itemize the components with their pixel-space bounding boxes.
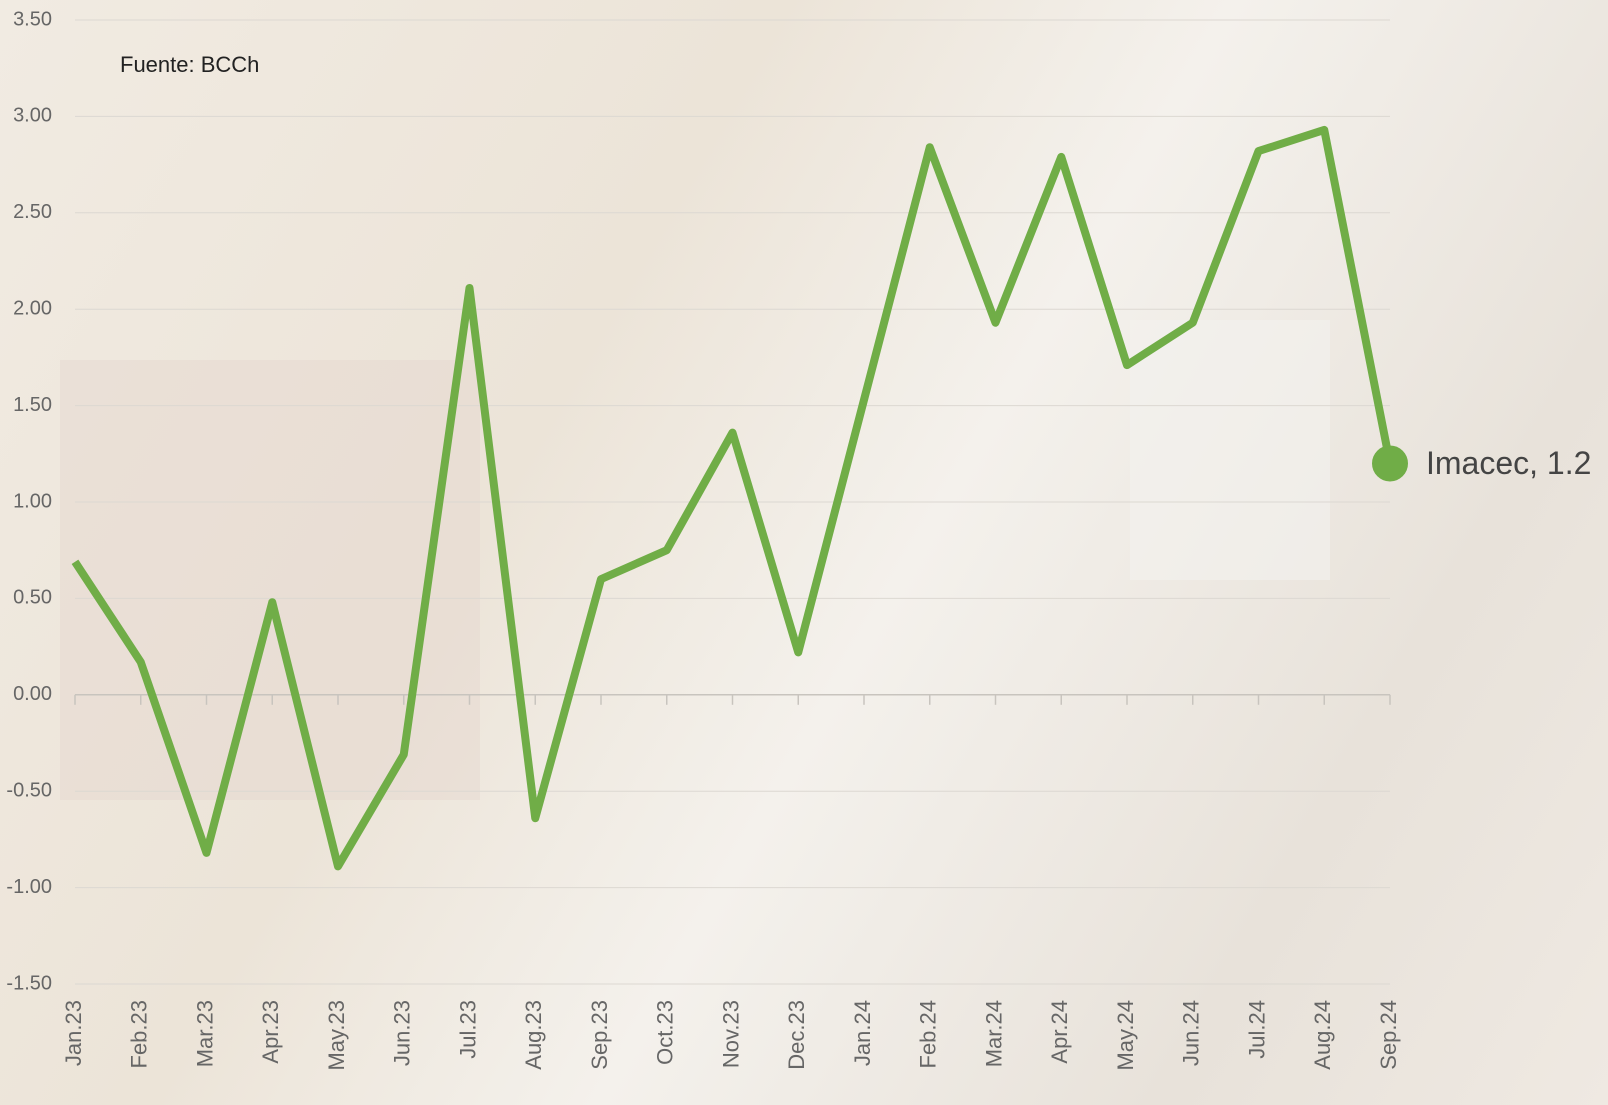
data-line [71, 125, 1394, 871]
y-tick-label: 2.00 [13, 297, 52, 319]
end-marker [1372, 445, 1408, 482]
y-tick-label: 2.50 [13, 201, 52, 223]
x-tick-label: Jul.24 [1244, 1000, 1269, 1059]
x-tick-label: Dec.23 [784, 1000, 809, 1070]
y-tick-label: 3.00 [13, 105, 52, 127]
background-shape [1130, 320, 1330, 580]
y-tick-label: -1.50 [6, 972, 52, 994]
x-tick-label: Apr.24 [1047, 1000, 1072, 1064]
x-tick-label: Oct.23 [653, 1000, 678, 1065]
y-tick-label: 1.00 [13, 490, 52, 512]
x-tick-label: Aug.24 [1310, 1000, 1335, 1070]
x-tick-label: Apr.23 [258, 1000, 283, 1064]
x-tick-label: Jan.24 [850, 1000, 875, 1066]
x-tick-label: Jun.24 [1179, 1000, 1204, 1066]
x-tick-label: Jun.23 [390, 1000, 415, 1066]
x-tick-label: Mar.24 [981, 1000, 1006, 1067]
x-tick-label: Sep.23 [587, 1000, 612, 1070]
x-tick-label: Feb.24 [916, 1000, 941, 1069]
x-tick-label: Jan.23 [61, 1000, 86, 1066]
y-tick-label: -1.00 [6, 876, 52, 898]
y-tick-label: 3.50 [13, 8, 52, 30]
x-tick-label: Jul.23 [455, 1000, 480, 1059]
source: Fuente: BCCh [120, 52, 259, 77]
background-shape [60, 360, 480, 800]
x-tick-label: Sep.24 [1376, 1000, 1401, 1070]
y-tick-label: 0.00 [13, 683, 52, 705]
x-tick-label: May.24 [1113, 1000, 1138, 1071]
x-tick-label: Mar.23 [192, 1000, 217, 1067]
y-tick-label: 1.50 [13, 394, 52, 416]
x-tick-label: May.23 [324, 1000, 349, 1071]
x-tick-label: Aug.23 [521, 1000, 546, 1070]
y-tick-label: -0.50 [6, 779, 52, 801]
x-tick-label: Nov.23 [718, 1000, 743, 1068]
x-tick-label: Feb.23 [127, 1000, 152, 1069]
y-tick-label: 0.50 [13, 587, 52, 609]
end-label: Imacec, 1.2 [1426, 445, 1591, 481]
